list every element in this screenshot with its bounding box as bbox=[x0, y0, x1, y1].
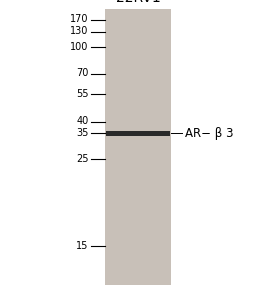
Text: 170: 170 bbox=[70, 14, 88, 25]
Text: 55: 55 bbox=[76, 89, 88, 100]
Bar bbox=[105, 9, 171, 285]
Text: 70: 70 bbox=[76, 68, 88, 79]
Text: 22RV1: 22RV1 bbox=[116, 0, 160, 4]
Text: 35: 35 bbox=[76, 128, 88, 139]
Text: 15: 15 bbox=[76, 241, 88, 251]
Bar bbox=[106, 131, 170, 136]
Text: 100: 100 bbox=[70, 41, 88, 52]
Text: 40: 40 bbox=[76, 116, 88, 127]
Text: 25: 25 bbox=[76, 154, 88, 164]
Text: AR− β 3: AR− β 3 bbox=[185, 127, 233, 140]
Text: 130: 130 bbox=[70, 26, 88, 37]
